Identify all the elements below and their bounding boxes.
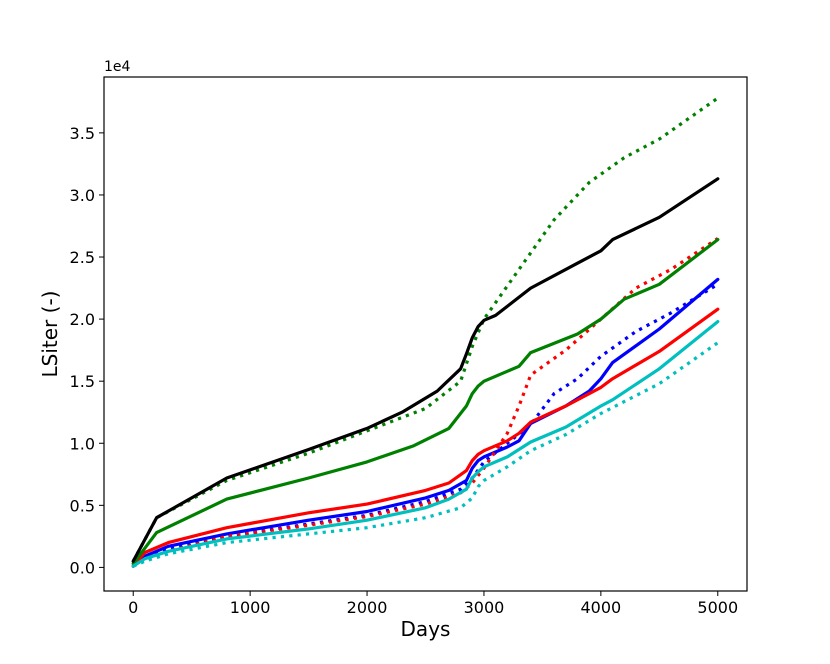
y-tick-label: 2.5 bbox=[70, 248, 95, 267]
y-tick-label: 3.0 bbox=[70, 186, 95, 205]
x-axis-ticks: 0 1000 2000 3000 4000 5000 bbox=[128, 591, 738, 617]
series-line-7 bbox=[131, 177, 720, 563]
axes-layer bbox=[103, 76, 748, 592]
series-line-3 bbox=[131, 307, 720, 568]
y-tick-label: 0.5 bbox=[70, 496, 95, 515]
x-tick-label: 2000 bbox=[347, 598, 388, 617]
x-tick-label: 5000 bbox=[697, 598, 738, 617]
series-line-9 bbox=[132, 341, 719, 568]
x-tick-label: 0 bbox=[128, 598, 138, 617]
series-line-5 bbox=[131, 238, 720, 566]
y-tick-label: 2.0 bbox=[70, 310, 95, 329]
x-tick-label: 1000 bbox=[230, 598, 271, 617]
plot-frame bbox=[103, 76, 748, 592]
series-layer bbox=[131, 96, 720, 568]
y-offset-label: 1e4 bbox=[104, 59, 131, 75]
y-axis-ticks: 0.0 0.5 1.0 1.5 2.0 2.5 3.0 3.5 bbox=[70, 124, 104, 577]
x-tick-label: 4000 bbox=[581, 598, 622, 617]
y-tick-label: 1.5 bbox=[70, 372, 95, 391]
y-axis-label: LSiter (-) bbox=[38, 291, 62, 378]
y-tick-label: 3.5 bbox=[70, 124, 95, 143]
y-tick-label: 1.0 bbox=[70, 434, 95, 453]
series-line-8 bbox=[131, 320, 720, 568]
series-line-1 bbox=[131, 277, 720, 568]
series-line-4 bbox=[132, 237, 719, 568]
series-line-6 bbox=[131, 96, 719, 562]
x-tick-label: 3000 bbox=[464, 598, 505, 617]
series-line-2 bbox=[132, 282, 719, 568]
x-axis-label: Days bbox=[401, 617, 451, 641]
y-tick-label: 0.0 bbox=[70, 558, 95, 577]
